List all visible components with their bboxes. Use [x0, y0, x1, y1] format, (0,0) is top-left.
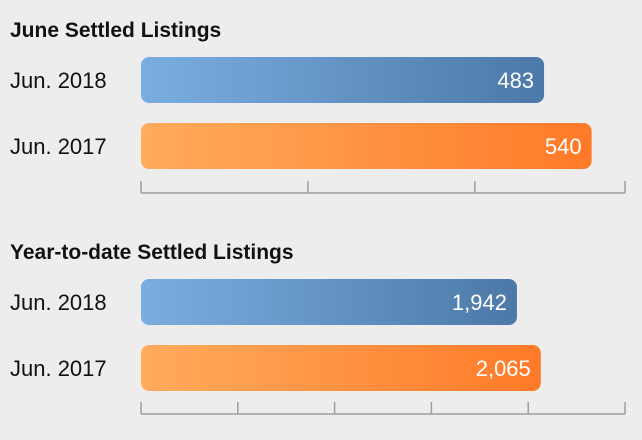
category-label: Jun. 2018: [10, 290, 107, 315]
bar-jun-2017: [141, 345, 541, 391]
bar-jun-2018: [141, 57, 545, 103]
bar-jun-2018: [141, 279, 517, 325]
category-label: Jun. 2017: [10, 134, 107, 159]
bar-value-label: 540: [545, 134, 582, 159]
bar-value-label: 1,942: [452, 290, 507, 315]
bar-value-label: 2,065: [476, 356, 531, 381]
category-label: Jun. 2018: [10, 68, 107, 93]
chart-title: June Settled Listings: [10, 19, 221, 42]
category-label: Jun. 2017: [10, 356, 107, 381]
chart-june-settled-listings: June Settled Listings Jun. 2018 Jun. 201…: [10, 19, 626, 194]
chart-title: Year-to-date Settled Listings: [10, 241, 294, 264]
chart-ytd-settled-listings: Year-to-date Settled Listings Jun. 2018 …: [10, 241, 626, 415]
bar-jun-2017: [141, 123, 592, 169]
bar-value-label: 483: [497, 68, 534, 93]
